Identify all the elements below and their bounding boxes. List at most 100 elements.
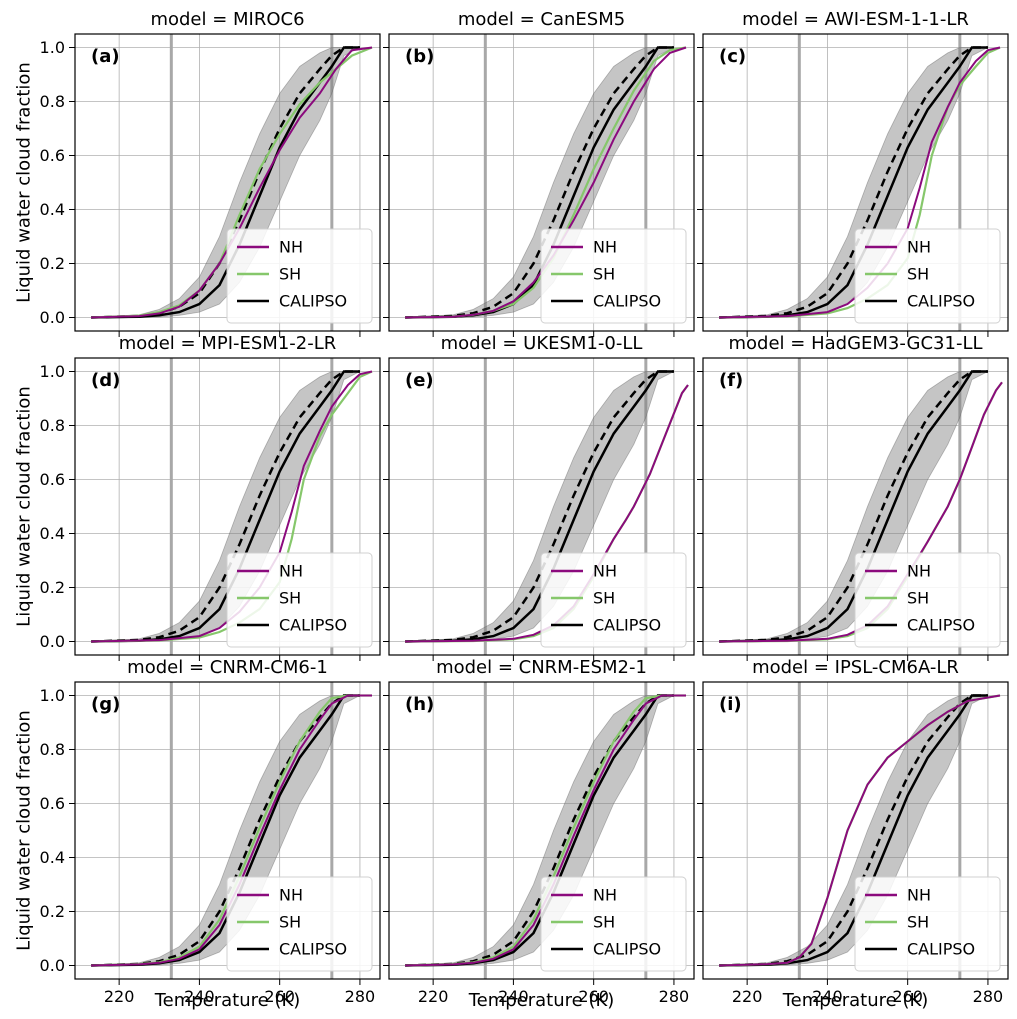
panel: model = UKESM1-0-LL (e) NH SH CALIPSO — [383, 333, 695, 661]
y-tick-label: 0.2 — [40, 902, 65, 921]
x-tick-label: 280 — [659, 987, 690, 1006]
x-tick-label: 240 — [498, 987, 529, 1006]
nh-series-line — [91, 46, 373, 319]
axes-frame — [74, 681, 381, 980]
legend-box — [226, 876, 373, 972]
x-tick-label: 220 — [418, 987, 449, 1006]
y-tick-label: 0.8 — [40, 92, 65, 111]
x-tick-label: 280 — [345, 987, 376, 1006]
x-tick-label: 280 — [973, 987, 1004, 1006]
y-tick-label: 0.4 — [40, 524, 65, 543]
legend-label: NH — [907, 886, 931, 905]
panel-title: model = UKESM1-0-LL — [441, 333, 643, 354]
panel-title: model = IPSL-CM6A-LR — [752, 657, 959, 678]
y-tick-label: 0.8 — [40, 416, 65, 435]
x-axis-label: Temperature (K) — [154, 990, 301, 1011]
legend-label: CALIPSO — [279, 940, 347, 959]
nh-series-line — [719, 46, 1001, 319]
axes-frame — [702, 681, 1009, 980]
calipso-dashed-line — [719, 46, 988, 319]
legend-label: SH — [279, 265, 301, 284]
y-tick-label: 0.6 — [40, 146, 65, 165]
legend-label: CALIPSO — [593, 292, 661, 311]
calipso-dashed-line — [405, 370, 674, 643]
axes-frame — [74, 357, 381, 656]
nh-series-line — [91, 370, 373, 643]
legend-label: NH — [907, 238, 931, 257]
panel: model = HadGEM3-GC31-LL (f) NH SH CALIPSO — [697, 333, 1009, 661]
panel-title: model = AWI-ESM-1-1-LR — [742, 9, 969, 30]
y-tick-label: 0.0 — [40, 956, 65, 975]
legend-label: NH — [593, 238, 617, 257]
panel-label: (g) — [91, 694, 120, 715]
panel: model = MPI-ESM1-2-LR 0.0 0.2 0.4 0.6 0.8 1.0 (… — [40, 333, 381, 661]
legend-label: NH — [593, 562, 617, 581]
legend-label: NH — [279, 886, 303, 905]
panel-title: model = MPI-ESM1-2-LR — [119, 333, 337, 354]
x-tick-label: 240 — [184, 987, 215, 1006]
x-tick-label: 220 — [732, 987, 763, 1006]
y-tick-label: 1.0 — [40, 362, 65, 381]
y-tick-label: 0.6 — [40, 794, 65, 813]
x-tick-label: 240 — [812, 987, 843, 1006]
legend-box — [854, 876, 1001, 972]
x-tick-label: 260 — [578, 987, 609, 1006]
y-axis-label: Liquid water cloud fraction — [14, 710, 35, 951]
panel-title: model = CNRM-ESM2-1 — [436, 657, 647, 678]
x-axis-label: Temperature (K) — [782, 990, 929, 1011]
legend-label: CALIPSO — [279, 292, 347, 311]
legend-label: CALIPSO — [593, 616, 661, 635]
calipso-line — [405, 370, 674, 643]
y-axis-label: Liquid water cloud fraction — [14, 386, 35, 627]
legend-label: SH — [907, 589, 929, 608]
calipso-line — [719, 370, 988, 643]
legend-label: SH — [907, 265, 929, 284]
panel-label: (d) — [91, 370, 120, 391]
legend-label: SH — [593, 265, 615, 284]
legend-label: SH — [279, 589, 301, 608]
y-tick-label: 1.0 — [40, 686, 65, 705]
panel-label: (e) — [405, 370, 434, 391]
legend-label: CALIPSO — [907, 940, 975, 959]
panel-label: (f) — [719, 370, 743, 391]
legend-label: SH — [593, 913, 615, 932]
panel: model = CNRM-CM6-1 220 240 260 280 0.0 0.2 0.4 0… — [40, 657, 381, 1006]
y-tick-label: 0.4 — [40, 848, 65, 867]
panel-label: (i) — [719, 694, 742, 715]
calipso-dashed-line — [719, 370, 988, 643]
panel-title: model = CanESM5 — [458, 9, 625, 30]
legend-label: NH — [279, 562, 303, 581]
legend-box — [540, 552, 687, 648]
panel-title: model = CNRM-CM6-1 — [127, 657, 328, 678]
y-tick-label: 0.6 — [40, 470, 65, 489]
legend-label: CALIPSO — [907, 616, 975, 635]
panel: model = CNRM-ESM2-1 220 240 260 280 (h) NH SH CA… — [383, 657, 695, 1006]
nh-series-line — [91, 694, 372, 967]
calipso-dashed-line — [91, 370, 360, 643]
nh-series-line — [719, 694, 1001, 967]
panel: model = CanESM5 (b) NH SH CALIPSO — [383, 9, 695, 337]
legend-box — [854, 552, 1001, 648]
x-tick-label: 260 — [264, 987, 295, 1006]
axes-frame — [388, 357, 695, 656]
legend-box — [226, 552, 373, 648]
y-tick-label: 0.4 — [40, 200, 65, 219]
legend-label: SH — [907, 913, 929, 932]
legend-box — [540, 228, 687, 324]
panel-title: model = MIROC6 — [150, 9, 304, 30]
legend-label: CALIPSO — [593, 940, 661, 959]
panel-label: (a) — [91, 46, 120, 67]
legend-label: NH — [279, 238, 303, 257]
legend-label: NH — [907, 562, 931, 581]
x-tick-label: 260 — [892, 987, 923, 1006]
y-tick-label: 1.0 — [40, 38, 65, 57]
y-tick-label: 0.2 — [40, 578, 65, 597]
x-tick-label: 220 — [104, 987, 135, 1006]
y-tick-label: 0.8 — [40, 740, 65, 759]
axes-frame — [702, 33, 1009, 332]
legend-label: NH — [593, 886, 617, 905]
panel-label: (c) — [719, 46, 746, 67]
panel-label: (b) — [405, 46, 434, 67]
nh-series-line — [405, 694, 686, 967]
